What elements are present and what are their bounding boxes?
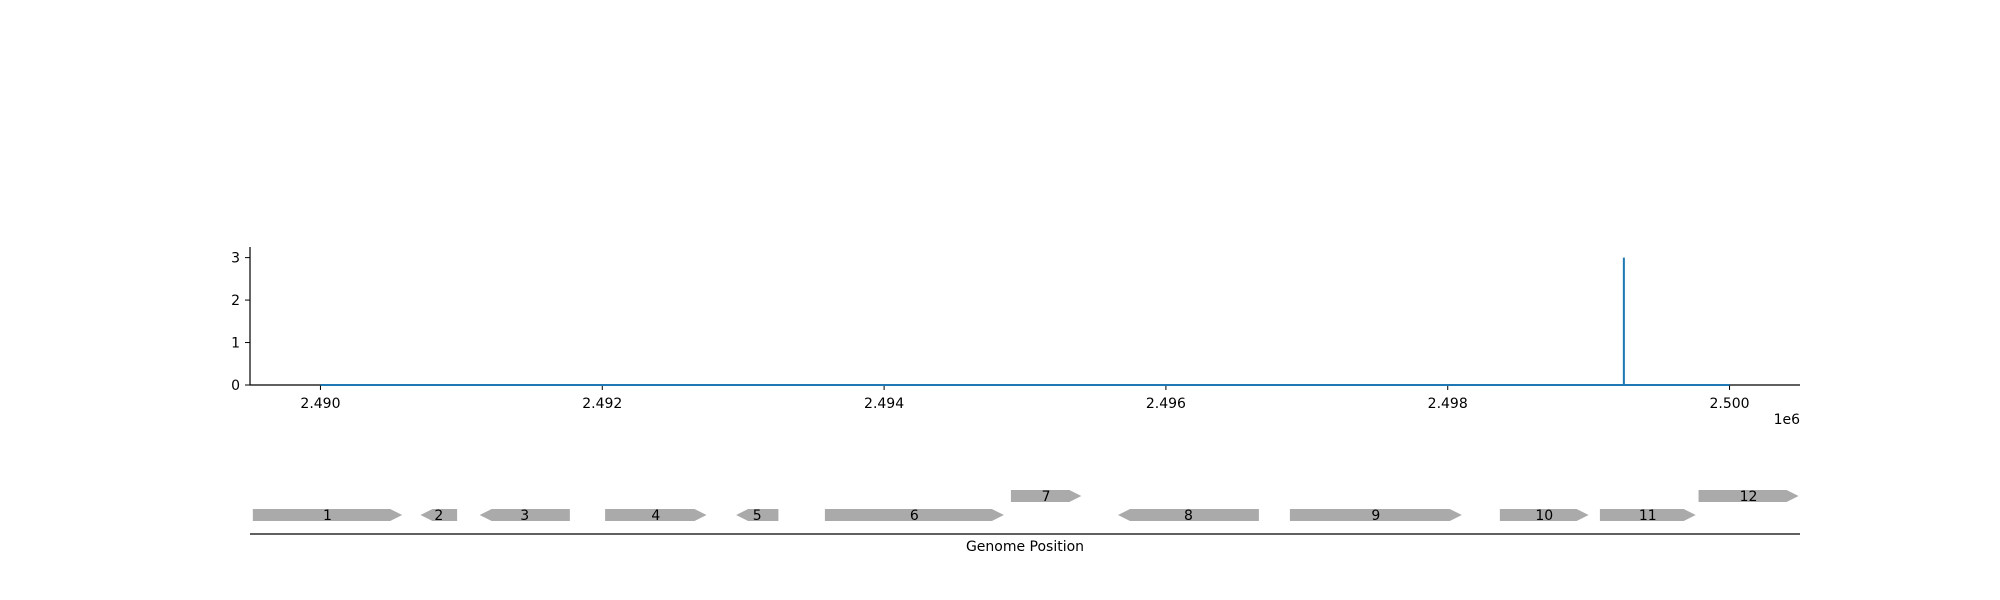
- gene-arrow: [1698, 490, 1799, 502]
- coverage-series: [320, 257, 1730, 386]
- gene-label: 3: [520, 508, 529, 524]
- x-offset-label: 1e6: [1774, 412, 1801, 428]
- gene-label: 4: [651, 508, 660, 524]
- gene-label: 12: [1740, 489, 1758, 505]
- genome-position-label: Genome Position: [966, 539, 1084, 555]
- coverage-line: [320, 257, 1730, 386]
- gene-arrow: [479, 509, 570, 521]
- gene-arrow: [605, 509, 707, 521]
- gene-label: 5: [753, 508, 762, 524]
- y-tick-label: 1: [231, 336, 240, 352]
- y-tick-label: 3: [231, 251, 240, 267]
- gene-arrow: [736, 509, 779, 521]
- gene-label: 8: [1184, 508, 1193, 524]
- coverage-plot: 2.490 2.492 2.494 2.496 2.498 2.500 0 1 2 3 1e6: [231, 247, 1800, 428]
- gene-label: 11: [1639, 508, 1657, 524]
- gene-arrow: [252, 509, 403, 521]
- gene-label: 1: [323, 508, 332, 524]
- coverage-axes: 2.490 2.492 2.494 2.496 2.498 2.500 0 1 2 3: [231, 247, 1800, 412]
- gene-label: 10: [1535, 508, 1553, 524]
- gene-arrow: [1010, 490, 1082, 502]
- x-tick-label: 2.496: [1146, 396, 1186, 412]
- x-tick-label: 2.498: [1428, 396, 1468, 412]
- x-tick-label: 2.494: [864, 396, 904, 412]
- y-tick-label: 0: [231, 378, 240, 394]
- gene-arrow: [1289, 509, 1462, 521]
- gene-label: 7: [1042, 489, 1051, 505]
- y-tick-label: 2: [231, 293, 240, 309]
- gene-label: 2: [434, 508, 443, 524]
- gene-label: 9: [1371, 508, 1380, 524]
- x-tick-label: 2.490: [300, 396, 340, 412]
- gene-arrow: [824, 509, 1004, 521]
- gene-label: 6: [910, 508, 919, 524]
- gene-arrow: [420, 509, 458, 521]
- gene-arrow: [1499, 509, 1589, 521]
- gene-arrow: [1599, 509, 1696, 521]
- x-tick-label: 2.500: [1709, 396, 1749, 412]
- x-tick-label: 2.492: [582, 396, 622, 412]
- gene-arrow: [1118, 509, 1259, 521]
